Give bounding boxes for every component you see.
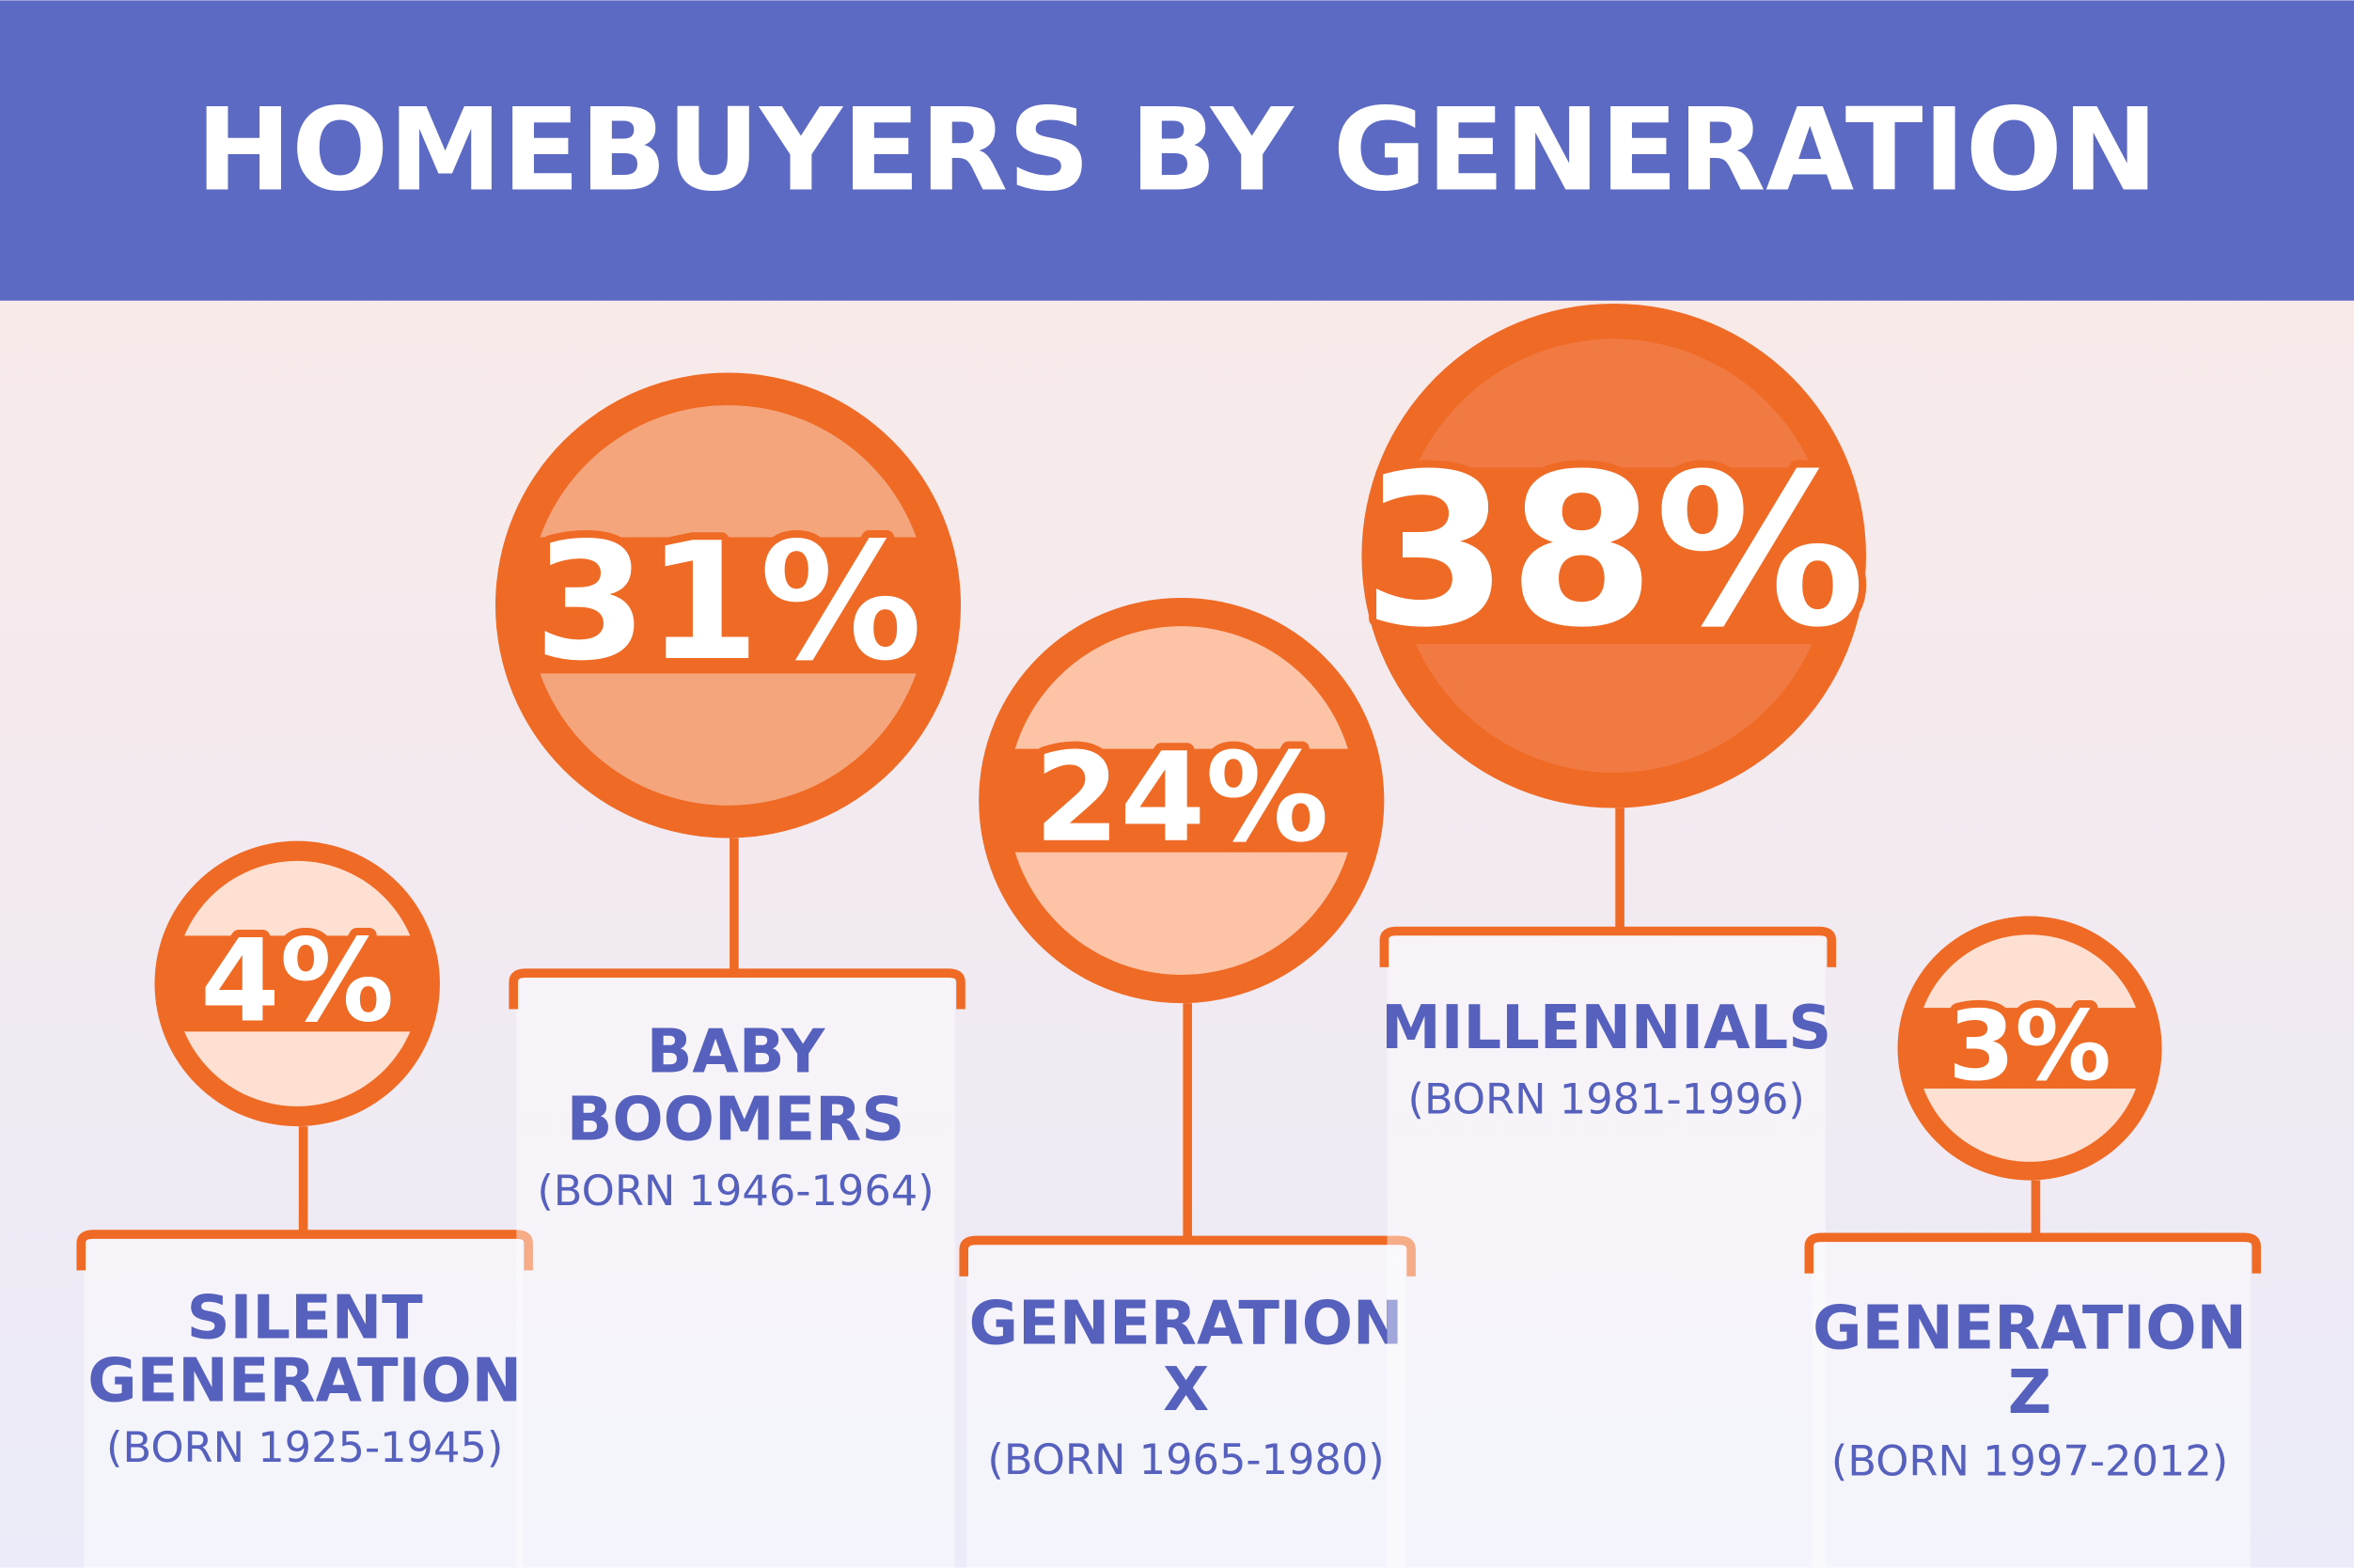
title: HOMEBUYERS BY GENERATION: [196, 83, 2158, 216]
generation-name: X: [1163, 1356, 1209, 1425]
panel: [966, 1240, 1405, 1568]
generation-name: GENERATION: [87, 1346, 522, 1416]
generation-name: BOOMERS: [567, 1085, 905, 1154]
percent: 31%: [534, 508, 922, 697]
birth-years: (BORN 1946-1964): [537, 1166, 934, 1215]
percent: 24%: [1034, 726, 1328, 870]
percent: 38%: [1362, 428, 1865, 673]
birth-years: (BORN 1997-2012): [1831, 1435, 2228, 1485]
generation-name: GENERATION: [969, 1290, 1404, 1359]
generation-name: GENERATION: [1813, 1294, 2247, 1363]
percent: 4%: [200, 915, 394, 1048]
panel: [84, 1234, 523, 1568]
bracket: [1379, 926, 1837, 967]
panel: [1812, 1237, 2251, 1568]
label-band: [988, 748, 1374, 853]
panel: [1387, 931, 1826, 1568]
label-band: [507, 537, 949, 674]
generation-name: BABY: [647, 1018, 825, 1088]
generation-name: Z: [2008, 1358, 2051, 1428]
label-band: [162, 935, 433, 1032]
header-band: [0, 0, 2354, 301]
birth-years: (BORN 1981-1996): [1408, 1074, 1805, 1124]
panel: [516, 973, 955, 1568]
percent: 3%: [1948, 991, 2111, 1103]
label-band: [1904, 1008, 2156, 1089]
birth-years: (BORN 1925-1945): [106, 1422, 503, 1472]
label-band: [1373, 467, 1854, 645]
birth-years: (BORN 1965-1980): [987, 1435, 1384, 1484]
generation-name: SILENT: [187, 1283, 424, 1353]
generation-name: MILLENNIALS: [1381, 994, 1831, 1063]
